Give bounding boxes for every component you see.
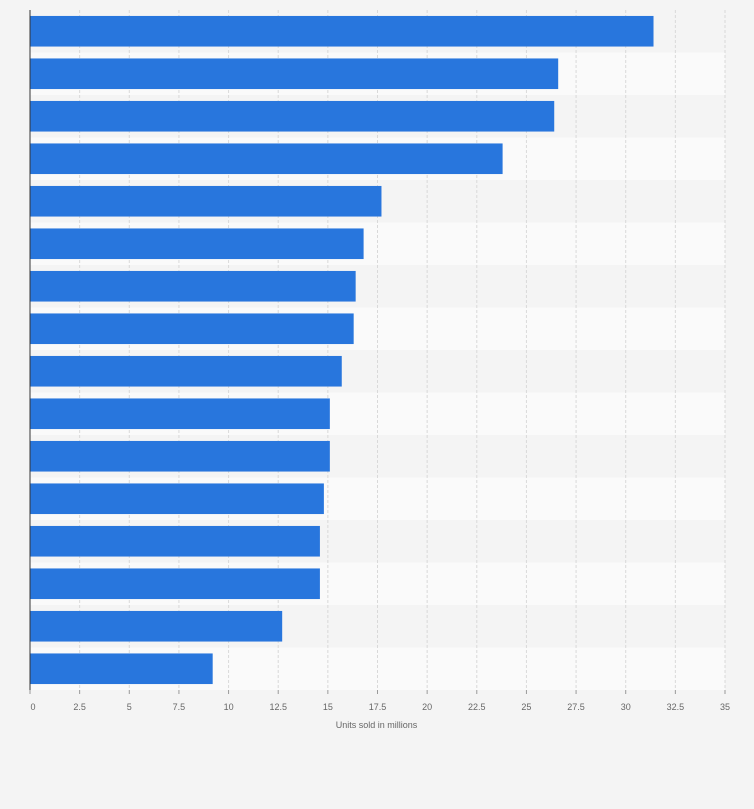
bar[interactable]	[30, 440, 330, 472]
bar[interactable]	[30, 398, 330, 430]
x-tick-label: 35	[720, 702, 730, 712]
bar[interactable]	[30, 610, 283, 642]
x-tick-label: 12.5	[269, 702, 287, 712]
bar[interactable]	[30, 483, 324, 515]
x-tick-label: 5	[127, 702, 132, 712]
x-tick-label: 27.5	[567, 702, 585, 712]
x-tick-label: 20	[422, 702, 432, 712]
x-axis-title: Units sold in millions	[336, 720, 418, 730]
bar[interactable]	[30, 143, 503, 175]
bar[interactable]	[30, 653, 213, 685]
bar[interactable]	[30, 185, 382, 217]
x-tick-label: 32.5	[667, 702, 685, 712]
x-tick-label: 15	[323, 702, 333, 712]
bar[interactable]	[30, 355, 342, 387]
bar[interactable]	[30, 228, 364, 260]
bar-series	[30, 15, 654, 685]
x-tick-label: 10	[224, 702, 234, 712]
bar[interactable]	[30, 270, 356, 302]
x-tick-label: 0	[30, 702, 35, 712]
x-tick-label: 22.5	[468, 702, 486, 712]
x-tick-label: 2.5	[73, 702, 86, 712]
bar[interactable]	[30, 525, 320, 557]
x-axis-ticks: 0 2.5 5 7.5 10 12.5 15 17.5 20 22.5 25 27.5 30 32.5 35	[29, 690, 730, 712]
x-tick-label: 25	[521, 702, 531, 712]
bar[interactable]	[30, 100, 555, 132]
x-tick-label: 7.5	[173, 702, 186, 712]
bar[interactable]	[30, 313, 354, 345]
bar[interactable]	[30, 568, 320, 600]
x-tick-label: 30	[621, 702, 631, 712]
bar[interactable]	[30, 15, 654, 47]
bar[interactable]	[30, 58, 559, 90]
x-tick-label: 17.5	[369, 702, 387, 712]
